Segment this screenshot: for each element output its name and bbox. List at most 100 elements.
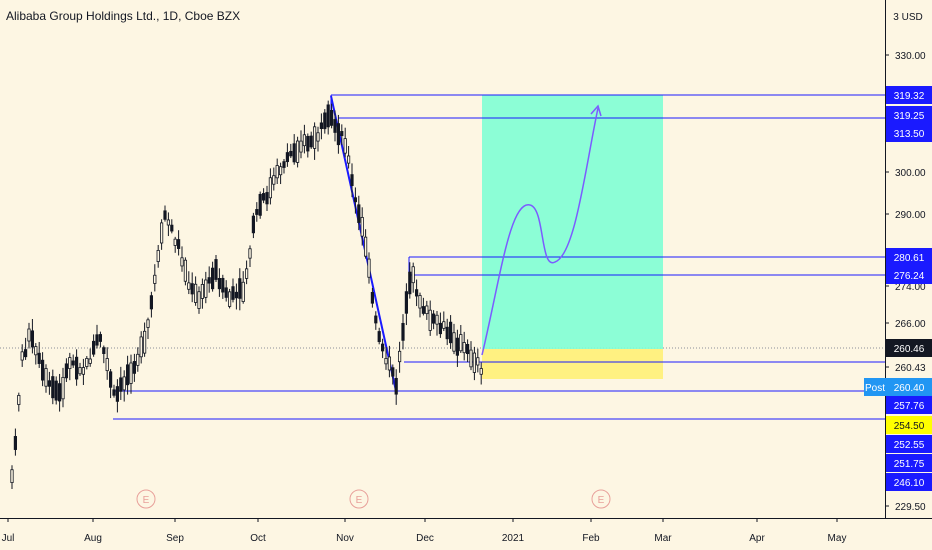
candle-body <box>255 209 259 215</box>
candle <box>224 280 228 302</box>
candle <box>316 126 320 152</box>
candle <box>13 428 17 456</box>
candle-body <box>30 330 35 348</box>
candle <box>64 358 68 382</box>
candle <box>255 202 259 222</box>
earnings-label: E <box>143 495 150 506</box>
candle <box>346 146 351 169</box>
candle <box>374 311 378 330</box>
candle <box>193 276 198 306</box>
price-label-box <box>886 473 932 491</box>
candle-body <box>221 277 225 293</box>
candle <box>207 266 211 293</box>
candle <box>221 274 225 299</box>
profit-zone <box>482 95 663 349</box>
candle <box>438 312 443 338</box>
candle-body <box>248 248 252 259</box>
candle-body <box>88 358 92 364</box>
candle-body <box>285 152 290 163</box>
candle-body <box>187 282 191 290</box>
candle-body <box>251 215 255 234</box>
candle <box>452 323 456 355</box>
y-tick-label: 274.00 <box>895 282 926 293</box>
candle-body <box>336 123 341 146</box>
y-tick-label: 330.00 <box>895 51 926 62</box>
candle <box>115 379 119 413</box>
candle-body <box>289 150 293 157</box>
candle <box>81 358 85 385</box>
candle <box>442 311 446 332</box>
candle-body <box>75 356 79 380</box>
candle-body <box>333 119 337 133</box>
candle <box>289 143 293 159</box>
candle-body <box>159 222 164 244</box>
candle-body <box>190 283 194 295</box>
candle-body <box>340 131 344 137</box>
candle-body <box>292 143 296 163</box>
candle <box>17 392 21 412</box>
candle-body <box>459 334 463 352</box>
candle-body <box>272 175 276 185</box>
candle <box>183 257 187 286</box>
candle <box>88 348 92 367</box>
candle <box>343 127 347 158</box>
candle <box>350 163 354 198</box>
candle-body <box>350 174 354 187</box>
candle-body <box>435 314 439 325</box>
candle <box>469 341 473 371</box>
candle-body <box>217 278 221 290</box>
candle <box>234 283 238 310</box>
candle-body <box>122 376 126 391</box>
candle-body <box>302 134 307 147</box>
chart-title: Alibaba Group Holdings Ltd., 1D, Cboe BZ… <box>6 9 241 23</box>
candle <box>336 114 341 154</box>
candle <box>312 122 317 160</box>
x-tick-label: Nov <box>336 533 354 544</box>
candle-body <box>139 336 143 358</box>
candle <box>241 271 245 304</box>
candle <box>465 339 470 363</box>
candle-body <box>146 319 150 328</box>
candle <box>326 100 330 135</box>
candle <box>299 130 303 159</box>
candle-body <box>411 266 415 284</box>
candle-body <box>465 343 470 355</box>
candle-body <box>71 360 75 366</box>
price-label: 319.25 <box>894 111 925 122</box>
candle-body <box>278 166 283 176</box>
candle-body <box>109 371 113 388</box>
y-tick-label: 260.43 <box>895 363 926 374</box>
candle-body <box>170 224 174 232</box>
candle <box>302 124 307 154</box>
candle-body <box>163 210 167 220</box>
candle-body <box>129 362 133 384</box>
candle <box>98 331 102 348</box>
price-label: 251.75 <box>894 459 925 470</box>
price-label: 313.50 <box>894 129 925 140</box>
price-label: 246.10 <box>894 478 925 489</box>
candle-body <box>85 358 89 367</box>
candle <box>309 131 313 149</box>
candle <box>258 191 262 219</box>
candle-body <box>448 321 453 344</box>
candle-body <box>319 122 324 129</box>
candle-body <box>204 279 208 298</box>
candle <box>431 310 436 330</box>
price-label: 260.46 <box>894 344 925 355</box>
candle <box>146 317 150 340</box>
candle-body <box>173 238 177 246</box>
candle-body <box>92 340 96 355</box>
y-tick-label: 290.00 <box>895 210 926 221</box>
candle <box>384 346 388 370</box>
candle <box>166 212 170 237</box>
candle <box>265 185 269 212</box>
candle-body <box>275 165 279 179</box>
candle-body <box>78 367 82 375</box>
candle <box>435 310 439 336</box>
candle <box>394 369 398 405</box>
candle <box>333 110 337 142</box>
candle <box>380 338 385 359</box>
candle <box>190 272 194 303</box>
candle <box>472 346 477 381</box>
